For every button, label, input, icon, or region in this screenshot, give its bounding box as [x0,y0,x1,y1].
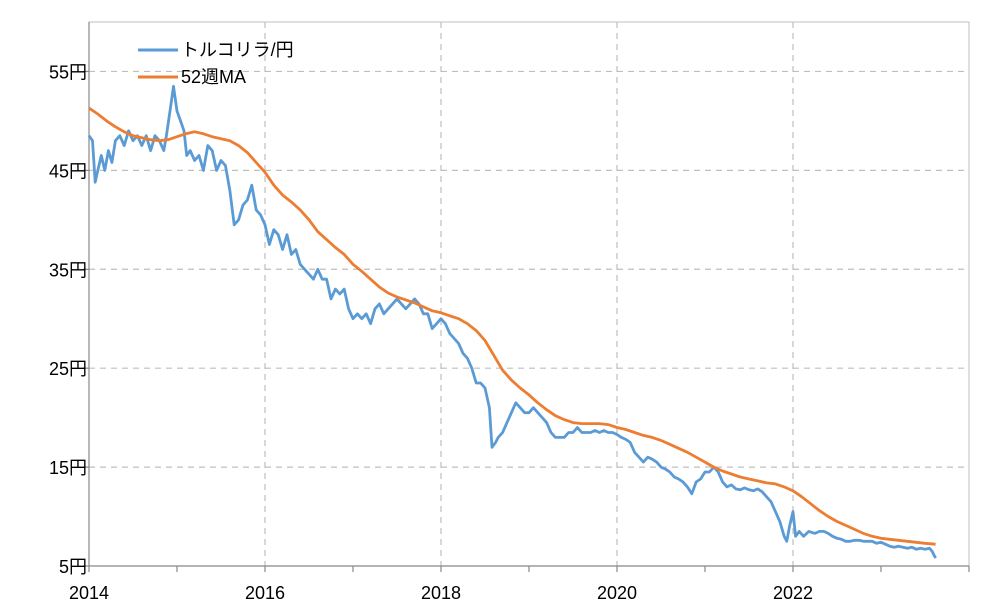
y-tick-label: 35円 [49,260,87,280]
y-tick-label: 45円 [49,161,87,181]
series-line-2 [88,106,936,546]
x-tick-label: 2014 [69,583,109,603]
legend-label: 52週MA [181,67,246,87]
y-tick-label: 15円 [49,458,87,478]
y-tick-label: 25円 [49,359,87,379]
series-line-1 [87,84,937,559]
legend: トルコリラ/円 52週MA [138,40,294,87]
x-tick-label: 2020 [597,583,637,603]
legend-label: トルコリラ/円 [181,40,294,60]
series-layer [87,84,937,559]
x-tick-labels: 2014 2016 2018 2020 2022 [69,566,970,603]
x-tick-label: 2016 [245,583,285,603]
x-tick-label: 2018 [421,583,461,603]
y-tick-labels: 5円 15円 25円 35円 45円 55円 [49,62,89,577]
y-tick-label: 5円 [59,557,87,577]
x-tick-label: 2022 [773,583,813,603]
y-tick-label: 55円 [49,62,87,82]
